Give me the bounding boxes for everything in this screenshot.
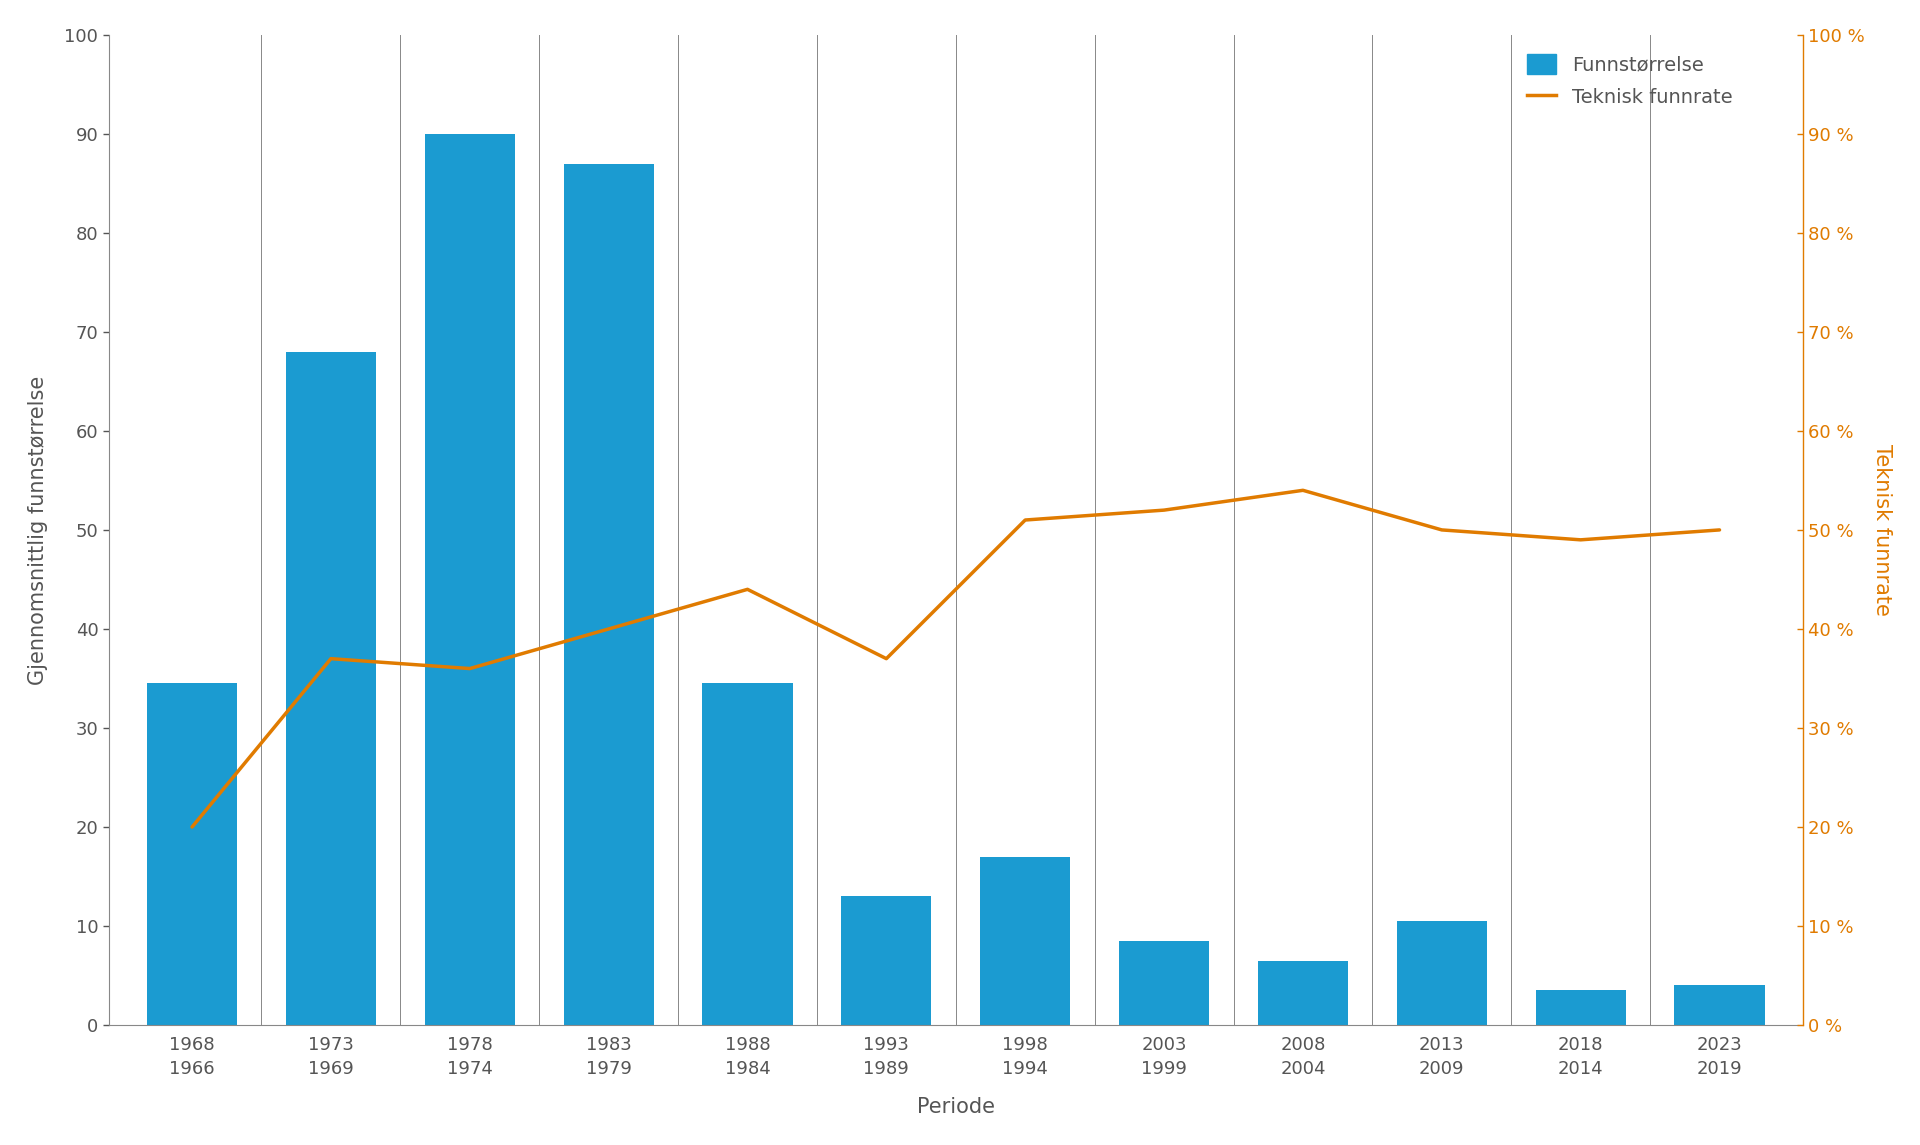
Bar [841, 897, 931, 1025]
Bar [1674, 986, 1764, 1025]
Bar [148, 684, 238, 1025]
Y-axis label: Teknisk funnrate: Teknisk funnrate [1872, 444, 1893, 616]
Bar [1396, 921, 1486, 1025]
X-axis label: Periode: Periode [916, 1097, 995, 1118]
Bar [979, 856, 1069, 1025]
Y-axis label: Gjennomsnittlig funnstørrelse: Gjennomsnittlig funnstørrelse [27, 376, 48, 685]
Bar [1119, 941, 1210, 1025]
Bar [563, 164, 655, 1025]
Legend: Funnstørrelse, Teknisk funnrate: Funnstørrelse, Teknisk funnrate [1517, 45, 1741, 117]
Bar [1536, 990, 1626, 1025]
Bar [424, 134, 515, 1025]
Bar [286, 352, 376, 1025]
Bar [703, 684, 793, 1025]
Bar [1258, 961, 1348, 1025]
